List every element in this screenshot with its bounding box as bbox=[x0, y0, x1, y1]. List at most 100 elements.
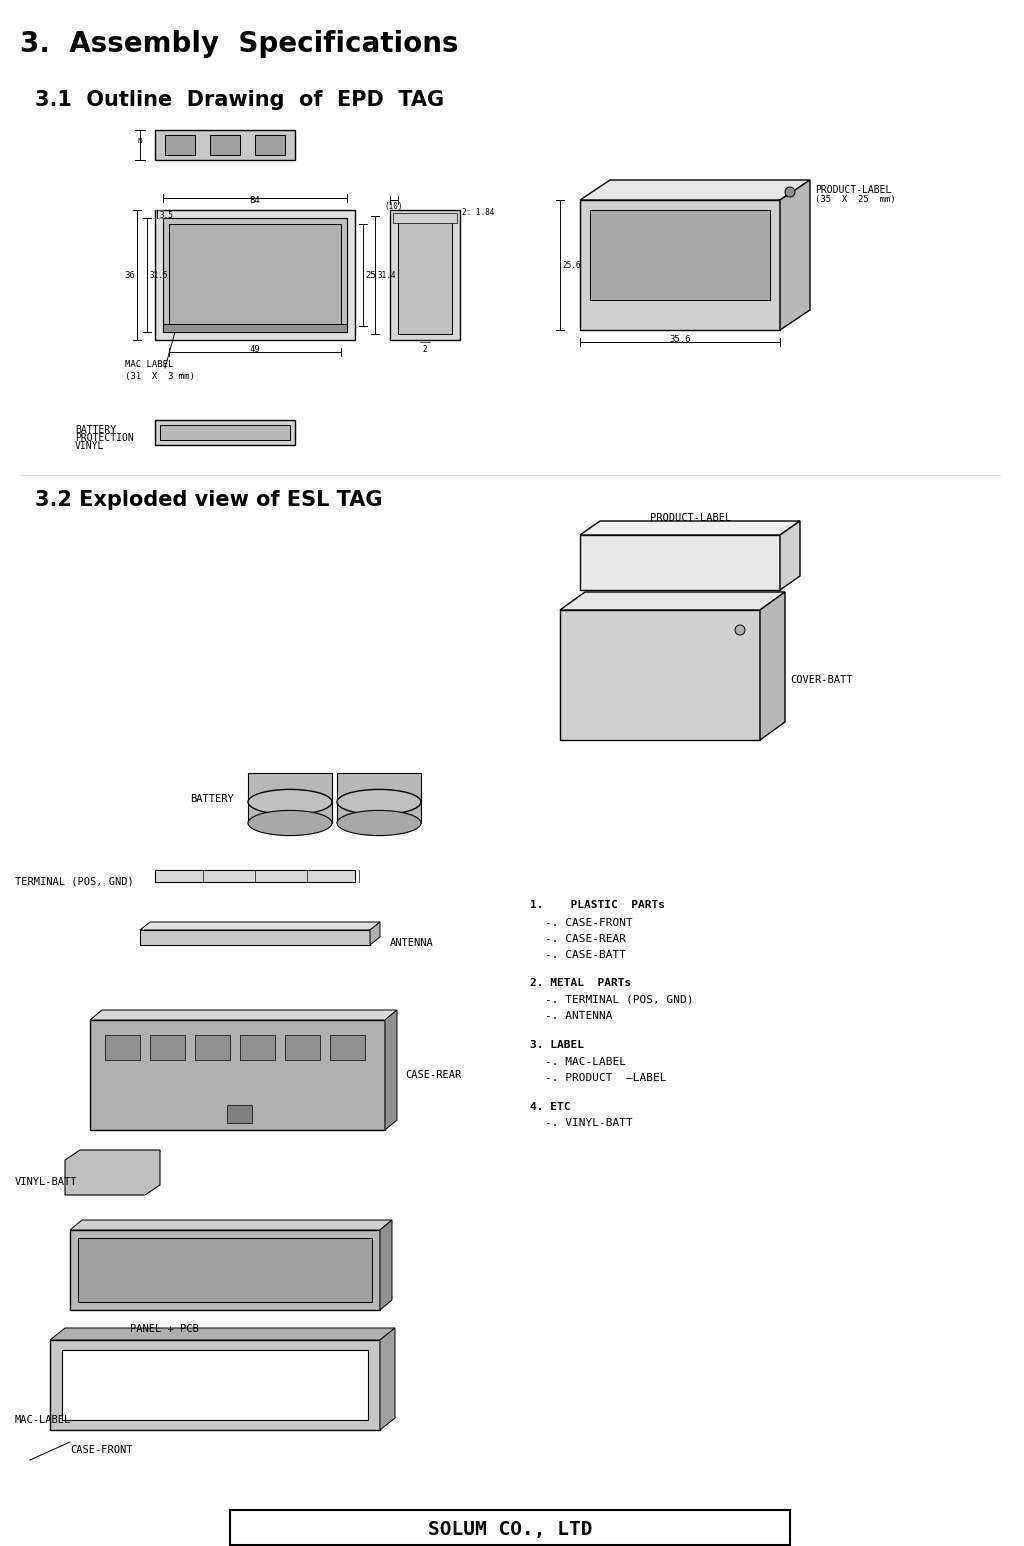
Bar bbox=[398, 216, 452, 334]
Bar bbox=[169, 224, 341, 326]
Text: -. CASE-BATT: -. CASE-BATT bbox=[545, 949, 626, 960]
Text: ANTENNA: ANTENNA bbox=[390, 938, 434, 948]
Circle shape bbox=[785, 187, 795, 196]
Bar bbox=[240, 1034, 275, 1061]
Polygon shape bbox=[560, 592, 785, 611]
Bar bbox=[105, 1034, 140, 1061]
Text: -. TERMINAL (POS, GND): -. TERMINAL (POS, GND) bbox=[545, 996, 693, 1005]
Bar bbox=[580, 199, 780, 329]
Polygon shape bbox=[385, 1010, 397, 1130]
Circle shape bbox=[735, 625, 745, 635]
Text: VINYL: VINYL bbox=[75, 441, 104, 451]
Bar bbox=[255, 135, 285, 155]
Text: CASE-REAR: CASE-REAR bbox=[406, 1070, 461, 1081]
Text: MAC LABEL: MAC LABEL bbox=[125, 360, 173, 369]
Bar bbox=[390, 210, 460, 340]
Bar bbox=[285, 1034, 319, 1061]
Polygon shape bbox=[90, 1010, 397, 1020]
Text: PRODUCT-LABEL: PRODUCT-LABEL bbox=[815, 186, 891, 195]
Polygon shape bbox=[370, 921, 380, 945]
Bar bbox=[155, 421, 295, 445]
Bar bbox=[590, 210, 770, 300]
Text: -. CASE-FRONT: -. CASE-FRONT bbox=[545, 918, 633, 928]
Bar bbox=[70, 1231, 380, 1309]
Text: 3. LABEL: 3. LABEL bbox=[530, 1040, 584, 1050]
Polygon shape bbox=[760, 592, 785, 741]
Polygon shape bbox=[65, 1150, 160, 1195]
Text: 84: 84 bbox=[250, 196, 260, 206]
Bar bbox=[78, 1238, 372, 1302]
Ellipse shape bbox=[337, 810, 421, 835]
Polygon shape bbox=[580, 521, 800, 535]
Text: -. VINYL-BATT: -. VINYL-BATT bbox=[545, 1118, 633, 1129]
Bar bbox=[227, 1105, 252, 1122]
Text: 3.2 Exploded view of ESL TAG: 3.2 Exploded view of ESL TAG bbox=[35, 490, 383, 510]
Text: -. ANTENNA: -. ANTENNA bbox=[545, 1011, 612, 1020]
Text: 3.5: 3.5 bbox=[159, 210, 173, 220]
Bar bbox=[160, 425, 290, 441]
Text: (31  X  3 mm): (31 X 3 mm) bbox=[125, 373, 195, 380]
Bar bbox=[163, 218, 347, 332]
Bar bbox=[393, 213, 457, 223]
Polygon shape bbox=[380, 1220, 392, 1309]
Text: 3.1  Outline  Drawing  of  EPD  TAG: 3.1 Outline Drawing of EPD TAG bbox=[35, 90, 444, 110]
Text: 25: 25 bbox=[365, 271, 376, 280]
Text: -. MAC-LABEL: -. MAC-LABEL bbox=[545, 1057, 626, 1067]
Text: N: N bbox=[138, 138, 142, 144]
Bar bbox=[163, 325, 347, 332]
Polygon shape bbox=[780, 179, 810, 329]
Text: PROTECTION: PROTECTION bbox=[75, 433, 134, 444]
Ellipse shape bbox=[248, 790, 332, 815]
Text: 3.  Assembly  Specifications: 3. Assembly Specifications bbox=[20, 29, 459, 59]
Text: 31.4: 31.4 bbox=[377, 271, 395, 280]
Text: 4. ETC: 4. ETC bbox=[530, 1102, 570, 1112]
Bar bbox=[230, 1510, 790, 1544]
Polygon shape bbox=[140, 921, 380, 931]
Bar bbox=[90, 1020, 385, 1130]
Bar bbox=[140, 931, 370, 945]
Text: SOLUM CO., LTD: SOLUM CO., LTD bbox=[428, 1520, 592, 1538]
Text: COVER-BATT: COVER-BATT bbox=[790, 676, 853, 685]
Text: TERMINAL (POS, GND): TERMINAL (POS, GND) bbox=[15, 877, 134, 886]
Polygon shape bbox=[380, 1328, 395, 1430]
Ellipse shape bbox=[248, 810, 332, 835]
Bar bbox=[560, 611, 760, 741]
Text: 25.6: 25.6 bbox=[562, 260, 581, 269]
Text: 2: 1.84: 2: 1.84 bbox=[462, 209, 495, 216]
Bar bbox=[165, 135, 195, 155]
Text: BATTERY: BATTERY bbox=[190, 793, 233, 804]
Text: 35.6: 35.6 bbox=[670, 335, 691, 345]
Text: MAC-LABEL: MAC-LABEL bbox=[15, 1415, 72, 1425]
Bar bbox=[155, 130, 295, 159]
Text: -. PRODUCT  –LABEL: -. PRODUCT –LABEL bbox=[545, 1073, 667, 1084]
Bar bbox=[248, 773, 332, 822]
Bar bbox=[155, 210, 355, 340]
Bar bbox=[195, 1034, 230, 1061]
Bar bbox=[210, 135, 240, 155]
Polygon shape bbox=[780, 521, 800, 591]
Ellipse shape bbox=[337, 790, 421, 815]
Bar bbox=[337, 773, 421, 822]
Text: BATTERY: BATTERY bbox=[75, 425, 116, 434]
Text: -. CASE-REAR: -. CASE-REAR bbox=[545, 934, 626, 945]
Text: CASE-FRONT: CASE-FRONT bbox=[70, 1446, 132, 1455]
Text: VINYL-BATT: VINYL-BATT bbox=[15, 1177, 78, 1187]
Text: 1.    PLASTIC  PARTs: 1. PLASTIC PARTs bbox=[530, 900, 665, 911]
Text: PRODUCT-LABEL: PRODUCT-LABEL bbox=[650, 513, 731, 523]
Text: 36: 36 bbox=[125, 271, 135, 280]
Bar bbox=[50, 1340, 380, 1430]
Text: 2. METAL  PARTs: 2. METAL PARTs bbox=[530, 979, 631, 988]
Text: 49: 49 bbox=[250, 345, 260, 354]
Polygon shape bbox=[580, 179, 810, 199]
Polygon shape bbox=[70, 1220, 392, 1231]
Text: 31.5: 31.5 bbox=[150, 271, 168, 280]
Text: 2: 2 bbox=[423, 345, 427, 354]
Bar bbox=[150, 1034, 185, 1061]
Bar bbox=[155, 870, 355, 883]
Bar bbox=[330, 1034, 365, 1061]
Text: (35  X  25  mm): (35 X 25 mm) bbox=[815, 195, 896, 204]
Text: PANEL + PCB: PANEL + PCB bbox=[130, 1323, 199, 1334]
Text: (10): (10) bbox=[385, 203, 403, 210]
Bar bbox=[580, 535, 780, 591]
Bar bbox=[62, 1350, 368, 1419]
